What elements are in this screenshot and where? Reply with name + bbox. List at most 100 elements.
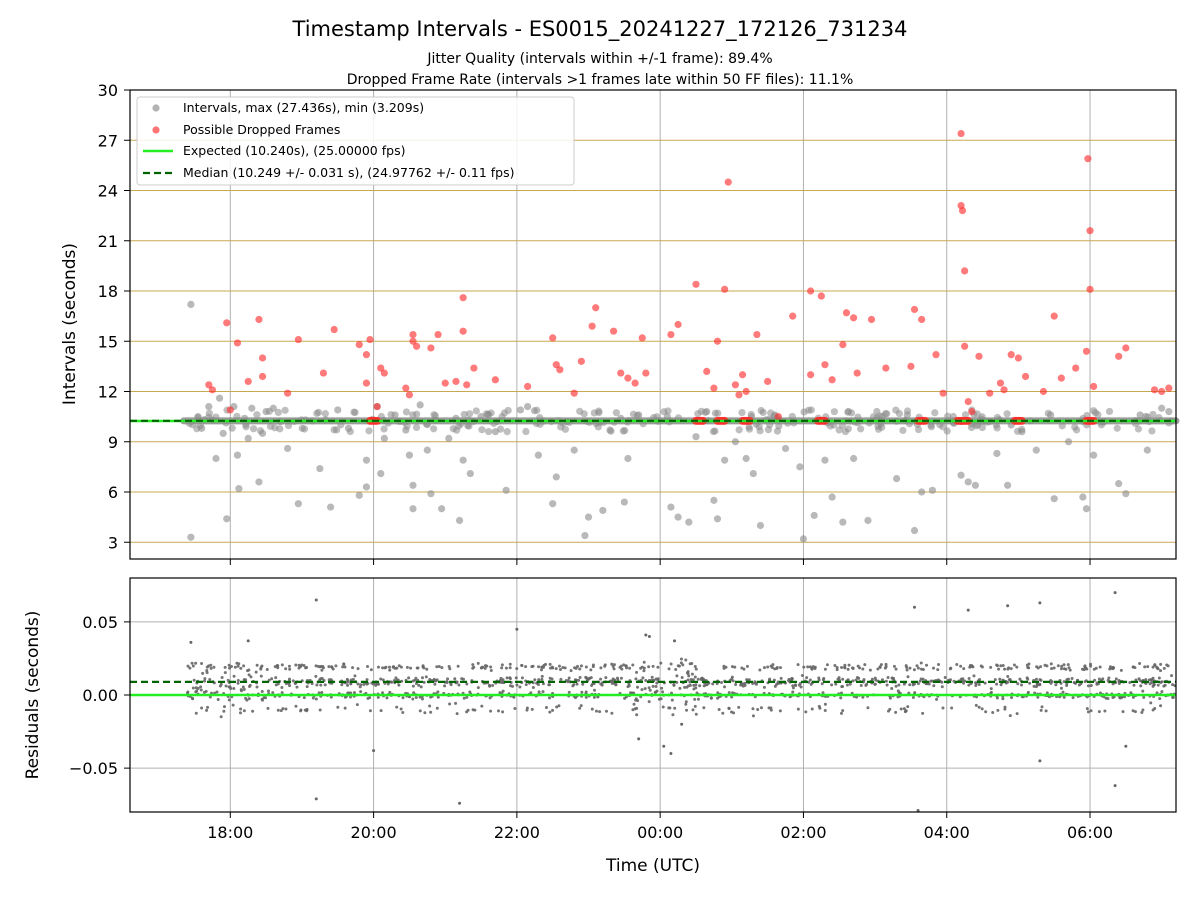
- residual-point: [805, 676, 809, 680]
- residual-point: [919, 667, 923, 671]
- interval-point: [1090, 451, 1098, 459]
- residual-point: [1038, 683, 1042, 687]
- residual-point: [678, 686, 682, 690]
- residual-point: [722, 664, 726, 668]
- residual-point: [983, 681, 987, 685]
- interval-point: [491, 428, 499, 436]
- interval-point: [903, 411, 911, 419]
- residual-point: [730, 665, 734, 669]
- residual-point: [768, 677, 772, 681]
- residual-point: [704, 683, 708, 687]
- interval-point: [330, 426, 338, 434]
- residual-point: [581, 682, 585, 686]
- residual-point: [908, 666, 912, 670]
- residual-point: [880, 678, 884, 682]
- residual-point: [837, 676, 841, 680]
- residual-point: [388, 690, 392, 694]
- residual-point: [1062, 680, 1066, 684]
- residual-point: [1038, 678, 1042, 682]
- residual-point: [548, 696, 552, 700]
- residual-point: [1158, 697, 1162, 701]
- residual-point: [598, 710, 602, 714]
- residual-point: [589, 676, 593, 680]
- dropped-frame-point: [409, 330, 417, 339]
- interval-point: [612, 409, 620, 417]
- residual-point: [525, 708, 529, 712]
- residual-point: [651, 684, 655, 688]
- interval-point: [337, 421, 345, 429]
- interval-point: [931, 409, 939, 417]
- residual-point: [911, 695, 915, 699]
- residual-point: [548, 683, 552, 687]
- residual-point: [767, 706, 771, 710]
- dropped-frame-point: [807, 287, 815, 295]
- residual-point: [1052, 666, 1056, 670]
- dropped-frame-point: [377, 364, 385, 372]
- interval-point: [973, 410, 981, 418]
- interval-point: [1155, 413, 1163, 422]
- interval-point: [1082, 505, 1091, 513]
- legend-label-intervals: Intervals, max (27.436s), min (3.209s): [183, 100, 424, 115]
- interval-point: [198, 424, 206, 432]
- residual-point: [242, 709, 246, 713]
- bottom-y-axis-label: Residuals (seconds): [23, 611, 43, 780]
- residual-point: [846, 667, 850, 671]
- residual-point: [995, 682, 999, 686]
- residual-point: [501, 680, 505, 684]
- residual-point: [762, 685, 766, 689]
- interval-point: [271, 424, 279, 432]
- residual-point: [1131, 695, 1135, 699]
- residual-point: [647, 635, 651, 638]
- residual-point: [619, 676, 623, 680]
- interval-point: [1047, 411, 1055, 419]
- residual-point: [949, 666, 953, 670]
- dropped-frame-point: [362, 379, 371, 387]
- interval-point: [738, 408, 746, 417]
- residual-point: [886, 709, 890, 713]
- residual-point: [489, 669, 493, 673]
- dropped-frame-point: [556, 366, 564, 374]
- residual-point: [1007, 666, 1011, 670]
- residual-point: [1019, 683, 1023, 687]
- interval-point: [391, 411, 399, 419]
- residual-point: [365, 682, 369, 686]
- residual-point: [859, 684, 863, 688]
- top-y-tick-label: 9: [108, 433, 118, 452]
- residual-point: [578, 706, 582, 710]
- dropped-frame-point: [233, 339, 242, 347]
- residual-point: [873, 682, 877, 686]
- residual-point: [260, 664, 264, 668]
- residual-point: [1033, 691, 1037, 695]
- residual-point: [955, 663, 959, 667]
- dropped-frame-point: [570, 389, 578, 397]
- residual-point: [1121, 710, 1125, 714]
- interval-point: [826, 422, 834, 430]
- residual-point: [567, 690, 571, 694]
- residual-point: [247, 697, 251, 701]
- residual-point: [531, 664, 535, 668]
- residual-point: [967, 677, 971, 681]
- residual-point: [641, 676, 645, 680]
- residual-point: [1083, 664, 1087, 668]
- residual-point: [536, 683, 540, 687]
- interval-point: [992, 421, 1000, 429]
- interval-point: [242, 423, 250, 431]
- interval-point: [756, 427, 764, 435]
- residual-point: [537, 665, 541, 669]
- residual-point: [585, 678, 589, 682]
- residual-point: [255, 663, 259, 667]
- residual-point: [642, 666, 646, 670]
- residual-point: [599, 666, 603, 670]
- residual-point: [483, 666, 487, 670]
- residual-point: [1114, 677, 1118, 681]
- interval-point: [561, 425, 569, 433]
- residual-point: [594, 709, 598, 713]
- interval-point: [1004, 481, 1012, 489]
- residual-point: [685, 671, 689, 675]
- residual-point: [610, 662, 614, 666]
- dropped-frame-point: [642, 369, 650, 377]
- residual-point: [647, 665, 651, 669]
- interval-point: [344, 424, 353, 432]
- interval-point: [1018, 428, 1026, 436]
- dropped-frame-point: [1014, 354, 1022, 362]
